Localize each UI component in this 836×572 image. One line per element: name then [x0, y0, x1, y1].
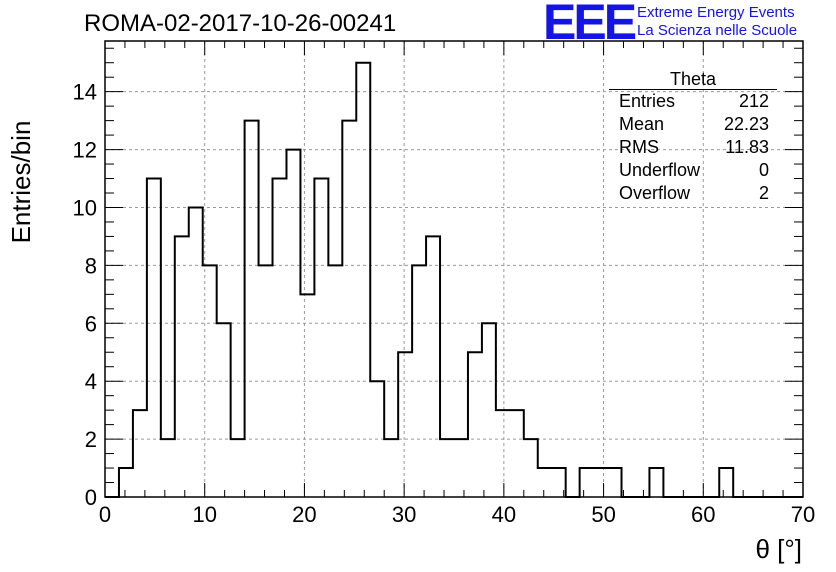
y-tick-label: 6	[85, 311, 97, 336]
x-tick-label: 40	[492, 502, 516, 527]
eee-logo: EEE	[543, 0, 637, 50]
x-tick-label: 0	[99, 502, 111, 527]
stats-value: 11.83	[725, 137, 769, 157]
stats-value: 22.23	[723, 114, 769, 134]
stats-label: Entries	[619, 91, 676, 111]
plot-title: ROMA-02-2017-10-26-00241	[84, 10, 397, 37]
stats-label: Mean	[619, 114, 665, 134]
y-tick-label: 10	[73, 195, 97, 220]
stats-value: 212	[738, 91, 769, 111]
x-tick-label: 50	[591, 502, 615, 527]
logo-line-2: La Scienza nelle Scuole	[637, 22, 798, 39]
stats-row-rms: RMS 11.83	[609, 136, 777, 159]
y-tick-label: 14	[73, 80, 97, 105]
y-tick-label: 0	[85, 485, 97, 510]
histogram-outline	[105, 61, 803, 498]
stats-box: Theta Entries 212 Mean 22.23 RMS 11.83 U…	[609, 70, 777, 205]
y-axis-title: Entries/bin	[6, 121, 36, 244]
x-tick-label: 10	[192, 502, 216, 527]
stats-row-mean: Mean 22.23	[609, 113, 777, 136]
stats-value: 2	[758, 183, 769, 203]
plot-frame	[104, 40, 804, 498]
stats-title: Theta	[609, 70, 777, 90]
x-axis-title: θ [°]	[755, 534, 802, 564]
y-tick-label: 8	[85, 253, 97, 278]
x-tick-label: 30	[392, 502, 416, 527]
stats-row-underflow: Underflow 0	[609, 159, 777, 182]
stats-label: Underflow	[619, 160, 701, 180]
stats-row-overflow: Overflow 2	[609, 182, 777, 205]
stats-value: 0	[758, 160, 769, 180]
y-tick-label: 12	[73, 138, 97, 163]
x-tick-label: 20	[292, 502, 316, 527]
x-tick-label: 60	[691, 502, 715, 527]
y-tick-label: 2	[85, 427, 97, 452]
stats-label: RMS	[619, 137, 659, 157]
logo-caption: Extreme Energy Events La Scienza nelle S…	[637, 4, 797, 40]
logo-line-1: Extreme Energy Events	[637, 4, 795, 21]
x-tick-label: 70	[791, 502, 815, 527]
y-tick-label: 4	[85, 369, 97, 394]
stats-label: Overflow	[619, 183, 691, 203]
stats-row-entries: Entries 212	[609, 90, 777, 113]
